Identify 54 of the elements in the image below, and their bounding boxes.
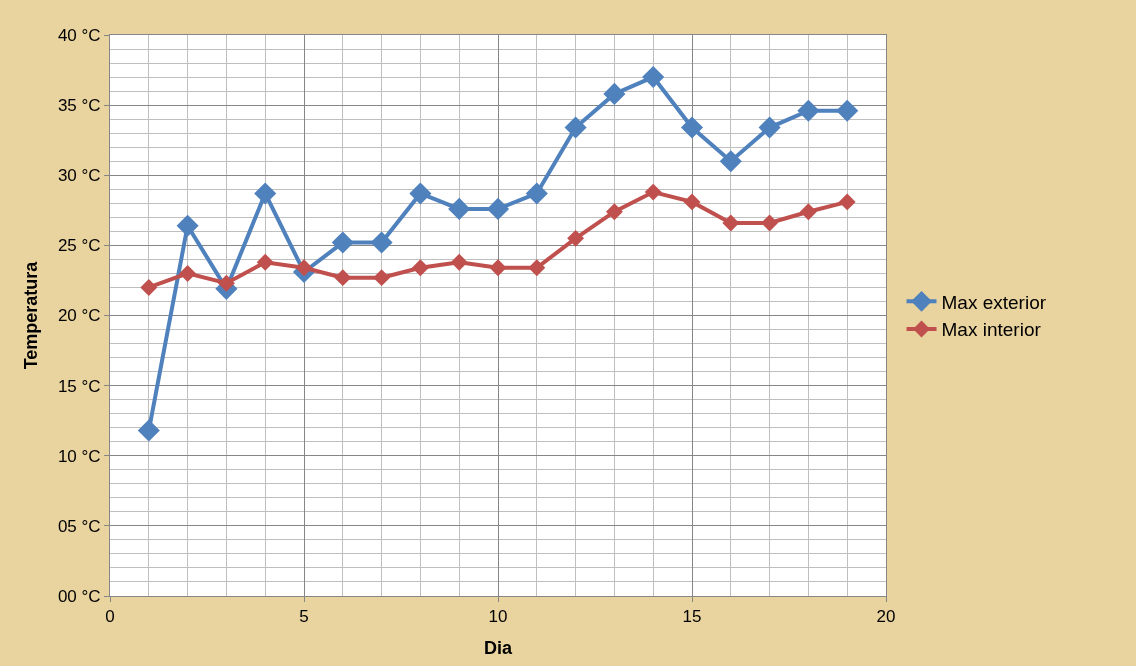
point	[642, 66, 665, 89]
y-axis-title: Temperatura	[21, 260, 42, 370]
point	[719, 150, 742, 173]
point	[176, 214, 199, 237]
y-tick-label: 35 °C	[57, 96, 101, 116]
y-tick-label: 10 °C	[57, 446, 101, 466]
point	[528, 259, 546, 277]
point	[370, 231, 393, 254]
point	[179, 264, 197, 282]
point	[448, 197, 471, 220]
y-tick-label: 00 °C	[57, 586, 101, 606]
y-tick-label: 20 °C	[57, 306, 101, 326]
point	[722, 214, 740, 232]
y-tick-label: 05 °C	[57, 516, 101, 536]
point	[761, 214, 779, 232]
x-axis-title: Dia	[483, 637, 513, 658]
point	[838, 193, 856, 211]
x-tick-label: 10	[488, 607, 508, 627]
point	[680, 116, 704, 139]
point	[409, 182, 432, 205]
y-tick-label: 25 °C	[57, 236, 101, 256]
point	[564, 116, 587, 139]
y-tick-label: 40 °C	[57, 25, 101, 45]
x-tick-label: 5	[299, 607, 309, 627]
point	[373, 269, 391, 287]
point	[567, 229, 585, 247]
point	[217, 274, 235, 292]
point	[334, 269, 352, 287]
point	[683, 193, 701, 211]
point	[137, 419, 160, 442]
point	[603, 82, 626, 105]
x-tick-label: 15	[682, 607, 702, 627]
point	[450, 253, 468, 271]
point	[799, 203, 817, 221]
point	[331, 231, 354, 254]
point	[836, 99, 859, 122]
legend-label: Max interior	[941, 319, 1042, 341]
point	[411, 259, 429, 277]
point	[525, 182, 548, 205]
point	[295, 259, 313, 277]
point	[758, 116, 781, 139]
y-tick-label: 15 °C	[57, 376, 101, 396]
point	[644, 183, 662, 201]
point	[254, 182, 277, 205]
point	[140, 279, 158, 296]
point	[489, 259, 507, 277]
legend-label: Max exterior	[941, 291, 1047, 313]
point	[256, 253, 274, 271]
point	[605, 203, 623, 221]
point	[797, 99, 820, 122]
y-tick-label: 30 °C	[57, 166, 101, 186]
x-tick-label: 0	[105, 607, 115, 627]
x-tick-label: 20	[876, 607, 896, 627]
point	[486, 197, 510, 220]
